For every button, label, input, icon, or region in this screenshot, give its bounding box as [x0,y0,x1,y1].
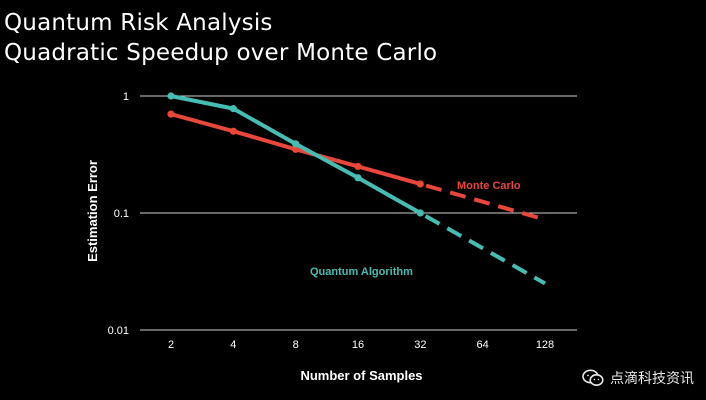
x-tick-label: 4 [230,339,236,351]
x-tick-label: 32 [414,339,426,351]
series-line [169,94,423,215]
x-tick-label: 16 [352,339,364,351]
data-point [167,110,175,118]
data-point [292,145,300,153]
x-tick-label: 2 [168,339,174,351]
series-label: Quantum Algorithm [310,266,413,278]
watermark-text: 点滴科技资讯 [610,371,694,387]
data-point [354,162,362,171]
data-point [416,209,424,217]
wechat-icon [582,369,604,386]
watermark: 点滴科技资讯 [582,368,694,388]
data-point [167,92,175,100]
y-tick-label: 0.1 [114,208,129,220]
data-point [229,105,237,113]
chart-title-line-1: Quantum Risk Analysis [4,10,273,36]
y-tick-label: 0.01 [108,325,129,337]
series-projection-line [419,211,546,286]
x-tick-label: 64 [477,339,489,351]
data-point [416,180,424,188]
series-projection-line [419,182,546,222]
data-point [229,127,237,135]
x-axis-title: Number of Samples [300,368,422,383]
x-tick-label: 8 [293,339,299,351]
y-axis-title: Estimation Error [85,160,100,262]
chart-title-line-2: Quadratic Speedup over Monte Carlo [4,40,438,66]
y-tick-label: 1 [123,91,129,103]
data-point [354,174,362,182]
chart-title: Quantum Risk Analysis Quadratic Speedup … [4,8,437,68]
data-point [292,140,300,148]
series-label: Monte Carlo [457,180,521,192]
x-tick-label: 128 [536,339,554,351]
